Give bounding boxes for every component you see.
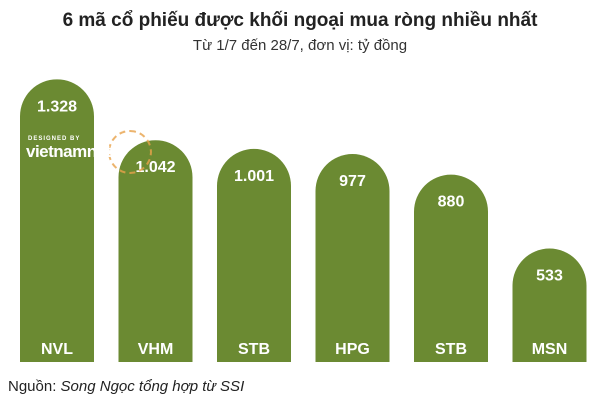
vietnamnet-watermark: DESIGNED BY vietnamnet	[26, 130, 156, 174]
category-label: STB	[238, 341, 270, 358]
value-label: 1.001	[234, 168, 274, 185]
value-label: 977	[339, 173, 366, 190]
source-text: Song Ngọc tổng hợp từ SSI	[60, 378, 245, 395]
watermark-main-text: vietnamnet	[26, 142, 111, 161]
bar-hpg-3	[315, 154, 390, 362]
source-note: Nguồn: Song Ngọc tổng hợp từ SSI	[8, 378, 244, 395]
watermark-small-text: DESIGNED BY	[28, 136, 81, 142]
category-label: VHM	[138, 341, 174, 358]
category-label: NVL	[41, 341, 73, 358]
category-label: STB	[435, 341, 467, 358]
source-label: Nguồn:	[8, 378, 57, 395]
category-label: MSN	[532, 341, 568, 358]
value-label: 533	[536, 268, 563, 285]
category-label: HPG	[335, 341, 370, 358]
sun-logo-icon	[108, 130, 152, 174]
bar-vhm-1	[118, 140, 193, 362]
bar-nvl-0	[20, 79, 95, 362]
bar-stb-2	[217, 148, 291, 362]
chart-title: 6 mã cổ phiếu được khối ngoại mua ròng n…	[62, 10, 538, 31]
value-label: 1.328	[37, 98, 77, 115]
bar-msn-5	[512, 248, 587, 362]
value-label: 880	[438, 194, 465, 211]
bar-stb-4	[414, 174, 488, 362]
chart-subtitle: Từ 1/7 đến 28/7, đơn vị: tỷ đồng	[192, 37, 408, 54]
